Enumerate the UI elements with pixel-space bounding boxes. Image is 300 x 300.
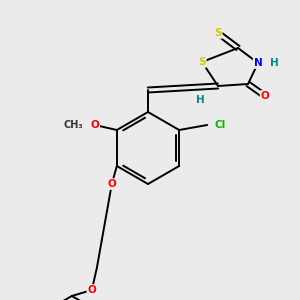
Text: N: N: [254, 58, 262, 68]
Text: O: O: [90, 120, 99, 130]
Text: O: O: [87, 285, 96, 295]
Text: H: H: [270, 58, 278, 68]
Text: S: S: [214, 28, 222, 38]
Text: O: O: [261, 91, 269, 101]
Text: Cl: Cl: [214, 120, 226, 130]
Text: S: S: [198, 57, 206, 67]
Text: O: O: [107, 179, 116, 189]
Text: CH₃: CH₃: [63, 120, 83, 130]
Text: H: H: [196, 95, 204, 105]
